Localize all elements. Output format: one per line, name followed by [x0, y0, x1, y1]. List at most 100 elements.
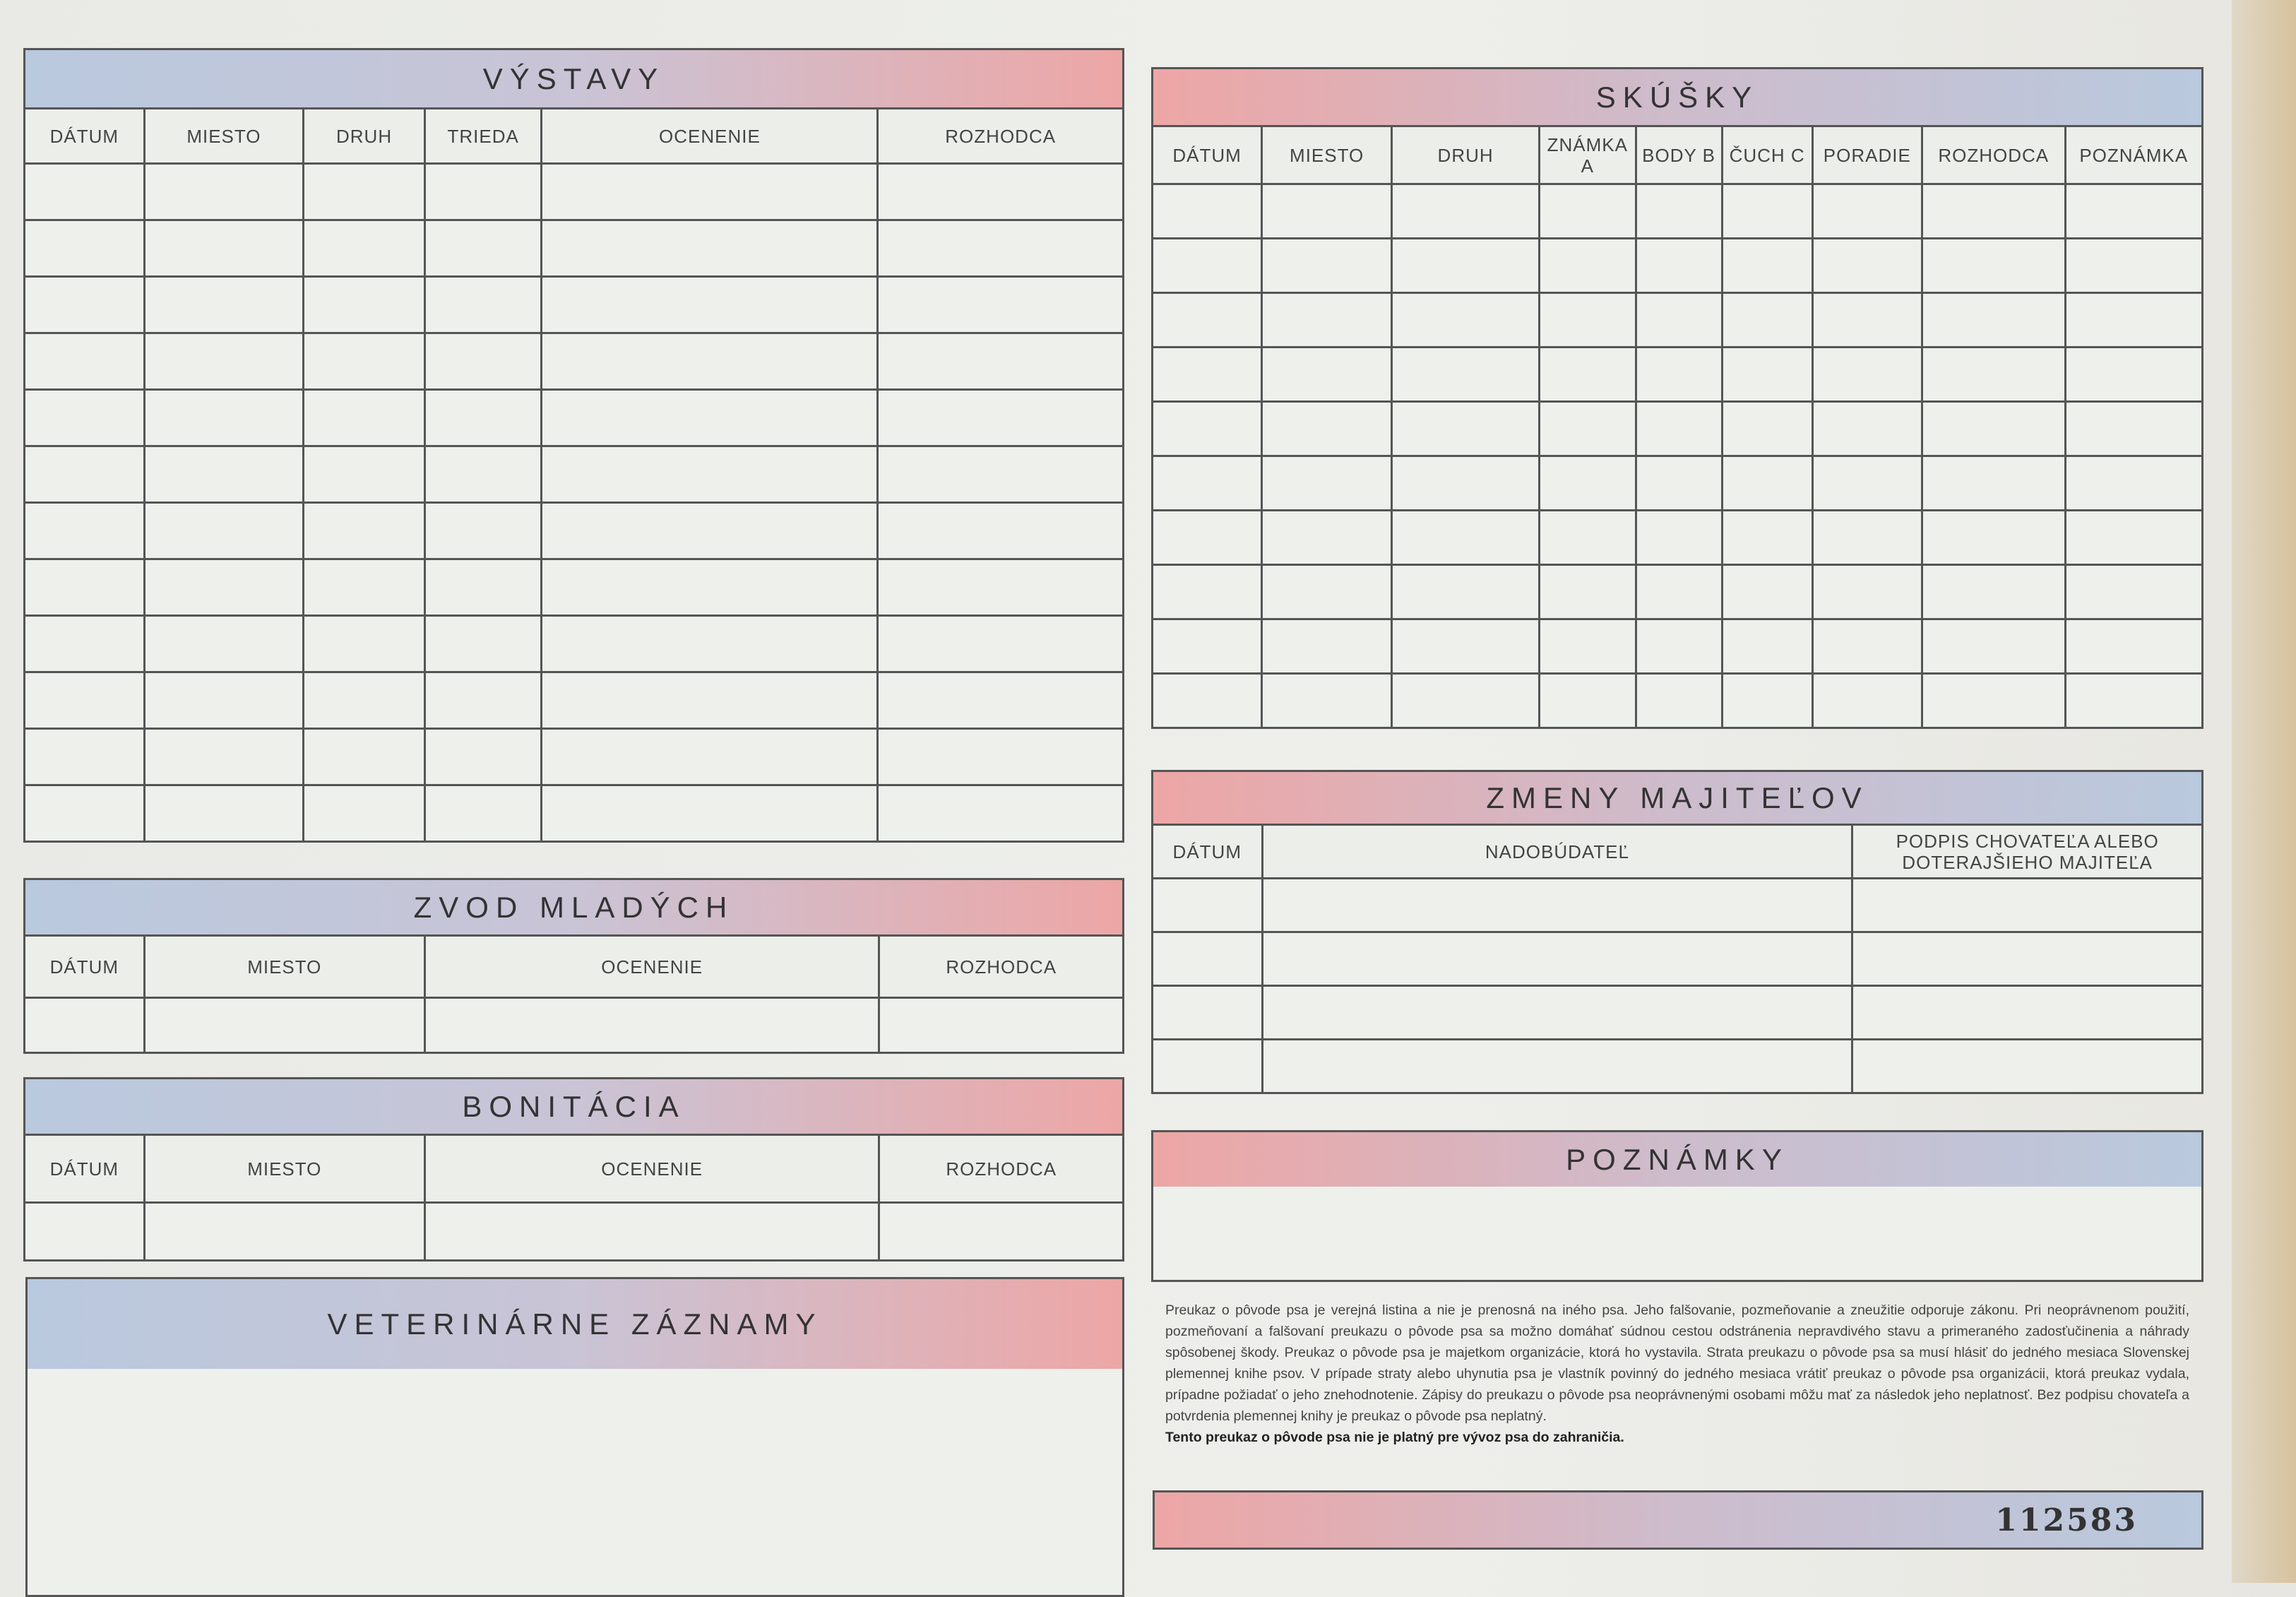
table-cell[interactable]: [540, 728, 879, 786]
table-cell[interactable]: [1150, 346, 1263, 403]
table-cell[interactable]: [1391, 455, 1541, 511]
table-cell[interactable]: [1261, 346, 1393, 403]
table-cell[interactable]: [876, 388, 1124, 447]
table-cell[interactable]: [876, 728, 1124, 786]
table-cell[interactable]: [1261, 877, 1854, 933]
table-cell[interactable]: [1391, 346, 1541, 403]
table-cell[interactable]: [1261, 564, 1393, 620]
table-cell[interactable]: [143, 162, 305, 221]
table-cell[interactable]: [423, 219, 543, 278]
table-cell[interactable]: [1920, 237, 2066, 294]
table-cell[interactable]: [1811, 183, 1923, 239]
table-cell[interactable]: [1811, 346, 1923, 403]
table-cell[interactable]: [302, 784, 426, 843]
table-cell[interactable]: [302, 219, 426, 278]
table-cell[interactable]: [423, 445, 543, 504]
table-cell[interactable]: [2064, 183, 2204, 239]
table-cell[interactable]: [23, 275, 145, 334]
table-cell[interactable]: [1920, 292, 2066, 348]
table-cell[interactable]: [2064, 509, 2204, 566]
table-cell[interactable]: [1391, 400, 1541, 457]
table-cell[interactable]: [2064, 672, 2204, 729]
table-cell[interactable]: [1538, 455, 1637, 511]
table-cell[interactable]: [1261, 618, 1393, 675]
table-cell[interactable]: [1811, 509, 1923, 566]
table-cell[interactable]: [1150, 183, 1263, 239]
table-cell[interactable]: [1150, 564, 1263, 620]
table-cell[interactable]: [1261, 509, 1393, 566]
table-cell[interactable]: [1811, 455, 1923, 511]
table-cell[interactable]: [1151, 877, 1263, 933]
table-cell[interactable]: [1851, 1038, 2203, 1094]
table-cell[interactable]: [143, 332, 305, 391]
table-cell[interactable]: [540, 162, 879, 221]
table-cell[interactable]: [876, 558, 1124, 617]
table-cell[interactable]: [423, 332, 543, 391]
table-cell[interactable]: [1151, 931, 1263, 987]
table-cell[interactable]: [143, 388, 305, 447]
table-cell[interactable]: [1261, 237, 1393, 294]
table-cell[interactable]: [2064, 618, 2204, 675]
table-cell[interactable]: [1634, 455, 1723, 511]
table-cell[interactable]: [1391, 509, 1541, 566]
table-cell[interactable]: [1634, 400, 1723, 457]
table-cell[interactable]: [1150, 292, 1263, 348]
table-cell[interactable]: [302, 501, 426, 560]
table-cell[interactable]: [1720, 509, 1814, 566]
table-cell[interactable]: [1920, 346, 2066, 403]
table-cell[interactable]: [1811, 292, 1923, 348]
table-cell[interactable]: [423, 388, 543, 447]
table-cell[interactable]: [1150, 618, 1263, 675]
table-cell[interactable]: [1261, 183, 1393, 239]
table-cell[interactable]: [302, 332, 426, 391]
table-cell[interactable]: [1851, 877, 2203, 933]
table-cell[interactable]: [143, 997, 426, 1054]
table-cell[interactable]: [23, 615, 145, 673]
table-cell[interactable]: [302, 728, 426, 786]
table-cell[interactable]: [540, 275, 879, 334]
table-cell[interactable]: [1150, 455, 1263, 511]
table-cell[interactable]: [1391, 292, 1541, 348]
table-cell[interactable]: [1634, 183, 1723, 239]
veterinarne-box[interactable]: [25, 1369, 1124, 1597]
table-cell[interactable]: [1720, 400, 1814, 457]
table-cell[interactable]: [1920, 672, 2066, 729]
table-cell[interactable]: [876, 162, 1124, 221]
table-cell[interactable]: [423, 997, 881, 1054]
table-cell[interactable]: [23, 219, 145, 278]
table-cell[interactable]: [1261, 672, 1393, 729]
table-cell[interactable]: [878, 997, 1124, 1054]
table-cell[interactable]: [23, 332, 145, 391]
table-cell[interactable]: [1261, 985, 1854, 1040]
table-cell[interactable]: [1538, 292, 1637, 348]
table-cell[interactable]: [1851, 931, 2203, 987]
table-cell[interactable]: [1150, 400, 1263, 457]
table-cell[interactable]: [302, 445, 426, 504]
table-cell[interactable]: [1720, 346, 1814, 403]
table-cell[interactable]: [1720, 183, 1814, 239]
table-cell[interactable]: [302, 162, 426, 221]
table-cell[interactable]: [1538, 346, 1637, 403]
table-cell[interactable]: [423, 1201, 881, 1261]
table-cell[interactable]: [23, 162, 145, 221]
table-cell[interactable]: [540, 784, 879, 843]
table-cell[interactable]: [1151, 985, 1263, 1040]
table-cell[interactable]: [1851, 985, 2203, 1040]
table-cell[interactable]: [23, 388, 145, 447]
table-cell[interactable]: [1391, 672, 1541, 729]
table-cell[interactable]: [540, 388, 879, 447]
table-cell[interactable]: [143, 501, 305, 560]
table-cell[interactable]: [1634, 672, 1723, 729]
table-cell[interactable]: [878, 1201, 1124, 1261]
table-cell[interactable]: [423, 501, 543, 560]
table-cell[interactable]: [1720, 564, 1814, 620]
table-cell[interactable]: [23, 728, 145, 786]
table-cell[interactable]: [1261, 400, 1393, 457]
table-cell[interactable]: [1538, 564, 1637, 620]
table-cell[interactable]: [1920, 400, 2066, 457]
table-cell[interactable]: [1811, 564, 1923, 620]
table-cell[interactable]: [1811, 237, 1923, 294]
table-cell[interactable]: [143, 445, 305, 504]
table-cell[interactable]: [2064, 564, 2204, 620]
table-cell[interactable]: [302, 388, 426, 447]
